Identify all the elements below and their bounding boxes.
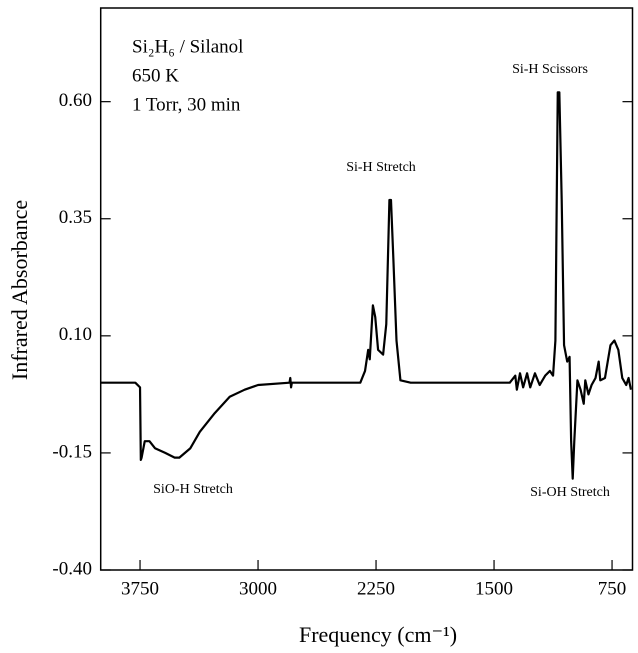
plot-frame	[99, 7, 634, 571]
y-tick-label: -0.15	[52, 441, 92, 462]
y-axis-label: Infrared Absorbance	[7, 200, 32, 380]
annotation: Si-H Scissors	[512, 62, 588, 77]
y-tick-label: -0.40	[52, 558, 92, 579]
info-text: 650 K	[132, 65, 179, 86]
x-tick-label: 750	[598, 578, 627, 599]
annotation: Si-OH Stretch	[530, 485, 610, 500]
annotation: SiO-H Stretch	[153, 482, 233, 497]
info-text: 1 Torr, 30 min	[132, 94, 241, 115]
annotation: Si-H Stretch	[346, 160, 416, 175]
x-tick-label: 2250	[357, 578, 395, 599]
x-axis-label: Frequency (cm⁻¹)	[299, 622, 457, 647]
x-tick-label: 3750	[121, 578, 159, 599]
x-tick-label: 3000	[239, 578, 277, 599]
y-tick-label: 0.10	[59, 324, 92, 345]
info-text: Si₂H₆ / Silanol	[132, 36, 243, 57]
x-tick-label: 1500	[475, 578, 513, 599]
spectrum-line	[100, 91, 633, 480]
y-tick-label: 0.60	[59, 90, 92, 111]
y-tick-label: 0.35	[59, 207, 92, 228]
